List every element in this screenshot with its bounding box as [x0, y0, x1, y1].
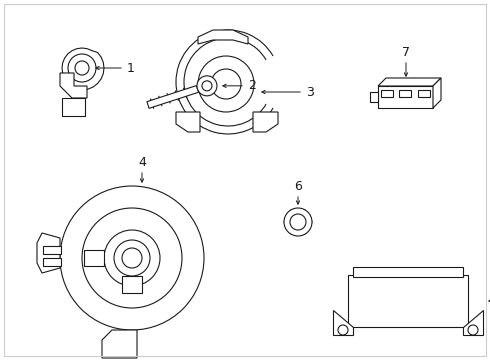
Polygon shape	[37, 233, 60, 273]
Text: 2: 2	[248, 79, 256, 93]
Polygon shape	[84, 250, 104, 266]
Polygon shape	[378, 86, 433, 108]
Polygon shape	[122, 276, 142, 293]
Polygon shape	[378, 78, 441, 86]
Bar	[43, 246, 61, 254]
Circle shape	[68, 54, 96, 82]
Polygon shape	[147, 86, 198, 108]
Circle shape	[338, 325, 348, 335]
Circle shape	[468, 325, 478, 335]
Bar	[418, 90, 430, 97]
Text: 3: 3	[306, 85, 314, 99]
Circle shape	[197, 76, 217, 96]
Circle shape	[60, 186, 204, 330]
Polygon shape	[463, 310, 483, 335]
Circle shape	[114, 240, 150, 276]
Bar	[381, 90, 393, 97]
Bar	[43, 258, 61, 266]
Bar	[399, 90, 411, 97]
Polygon shape	[348, 275, 468, 327]
Circle shape	[290, 214, 306, 230]
Text: 4: 4	[138, 157, 146, 170]
Circle shape	[284, 208, 312, 236]
Polygon shape	[333, 310, 353, 335]
Text: 6: 6	[294, 180, 302, 194]
Circle shape	[202, 81, 212, 91]
Polygon shape	[433, 78, 441, 108]
Circle shape	[104, 230, 160, 286]
Polygon shape	[284, 210, 312, 234]
Polygon shape	[62, 48, 104, 90]
Polygon shape	[102, 330, 137, 358]
Polygon shape	[176, 112, 200, 132]
Polygon shape	[62, 98, 85, 116]
Circle shape	[122, 248, 142, 268]
Text: 7: 7	[402, 46, 410, 59]
Bar	[353, 267, 463, 277]
Polygon shape	[198, 30, 248, 44]
Circle shape	[82, 208, 182, 308]
Polygon shape	[60, 73, 87, 98]
Circle shape	[75, 61, 89, 75]
Text: 1: 1	[127, 62, 135, 75]
Polygon shape	[253, 112, 278, 132]
Polygon shape	[370, 92, 378, 102]
